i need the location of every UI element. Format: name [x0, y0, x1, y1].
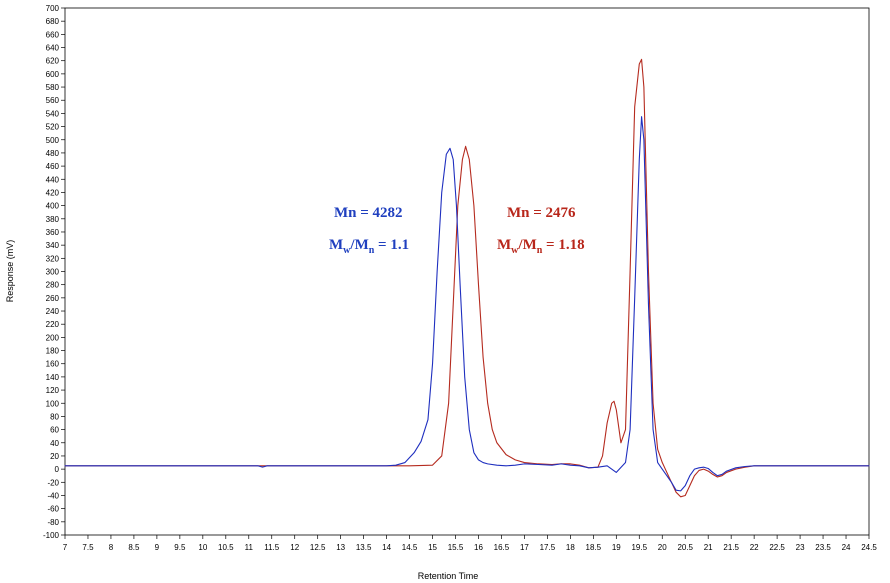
- annotation-mn-blue: Mn = 4282: [334, 205, 403, 221]
- series-line-blue: [64, 116, 870, 492]
- x-tick-label: 13: [336, 543, 345, 552]
- y-tick-label: 80: [50, 412, 59, 421]
- y-tick-label: 460: [46, 162, 60, 171]
- y-tick-label: 660: [46, 30, 60, 39]
- y-tick-label: 60: [50, 426, 59, 435]
- y-tick-label: 540: [46, 109, 60, 118]
- series-line-red: [64, 58, 870, 498]
- x-tick-label: 21: [704, 543, 713, 552]
- annotation-pdi-blue: Mw/Mn = 1.1: [329, 237, 409, 256]
- y-tick-label: 180: [46, 347, 60, 356]
- y-tick-label: -60: [47, 505, 59, 514]
- x-tick-label: 18: [566, 543, 575, 552]
- x-tick-label: 18.5: [586, 543, 602, 552]
- x-tick-label: 21.5: [723, 543, 739, 552]
- y-tick-label: 520: [46, 123, 60, 132]
- x-tick-label: 15: [428, 543, 437, 552]
- annotation-mn-red: Mn = 2476: [507, 205, 576, 221]
- x-tick-label: 8: [109, 543, 114, 552]
- x-tick-label: 11.5: [264, 543, 280, 552]
- y-tick-label: 160: [46, 360, 60, 369]
- plot-area-frame: [64, 7, 870, 536]
- y-tick-label: 400: [46, 202, 60, 211]
- y-tick-label: 380: [46, 215, 60, 224]
- y-tick-label: 140: [46, 373, 60, 382]
- y-tick-label: 120: [46, 386, 60, 395]
- y-tick-label: 360: [46, 228, 60, 237]
- y-tick-label: -20: [47, 478, 59, 487]
- y-tick-label: 240: [46, 307, 60, 316]
- x-tick-label: 7: [63, 543, 68, 552]
- x-tick-label: 20.5: [677, 543, 693, 552]
- x-tick-label: 12.5: [310, 543, 326, 552]
- x-tick-label: 15.5: [448, 543, 464, 552]
- x-axis-title: Retention Time: [418, 571, 479, 581]
- y-tick-label: 500: [46, 136, 60, 145]
- y-tick-label: 700: [46, 4, 60, 13]
- annotation-pdi-red: Mw/Mn = 1.18: [497, 237, 585, 256]
- x-tick-label: 14.5: [402, 543, 418, 552]
- y-tick-label: 620: [46, 57, 60, 66]
- y-tick-label: 200: [46, 333, 60, 342]
- y-tick-label: 480: [46, 149, 60, 158]
- x-tick-label: 24.5: [861, 543, 877, 552]
- x-tick-label: 9.5: [174, 543, 186, 552]
- y-tick-label: 280: [46, 281, 60, 290]
- x-tick-label: 10: [198, 543, 207, 552]
- x-tick-label: 16: [474, 543, 483, 552]
- y-tick-label: 420: [46, 188, 60, 197]
- x-tick-label: 16.5: [494, 543, 510, 552]
- x-tick-label: 17.5: [540, 543, 556, 552]
- y-tick-label: 220: [46, 320, 60, 329]
- y-tick-label: -40: [47, 491, 59, 500]
- x-tick-label: 8.5: [128, 543, 140, 552]
- x-tick-label: 7.5: [82, 543, 94, 552]
- x-tick-label: 17: [520, 543, 529, 552]
- x-tick-label: 11: [245, 543, 254, 552]
- x-tick-label: 24: [842, 543, 851, 552]
- y-tick-label: -100: [43, 531, 60, 540]
- y-tick-label: 580: [46, 83, 60, 92]
- x-tick-label: 20: [658, 543, 667, 552]
- series-layer: [64, 58, 870, 498]
- y-tick-label: 40: [50, 439, 59, 448]
- y-tick-label: 340: [46, 241, 60, 250]
- y-tick-label: 260: [46, 294, 60, 303]
- y-tick-label: 20: [50, 452, 59, 461]
- x-tick-label: 12: [290, 543, 299, 552]
- y-tick-label: 680: [46, 17, 60, 26]
- x-tick-label: 14: [382, 543, 391, 552]
- x-tick-label: 23: [796, 543, 805, 552]
- y-tick-label: 440: [46, 175, 60, 184]
- y-tick-label: 300: [46, 268, 60, 277]
- x-tick-label: 9: [155, 543, 160, 552]
- y-tick-label: -80: [47, 518, 59, 527]
- y-tick-label: 320: [46, 254, 60, 263]
- x-tick-label: 22.5: [769, 543, 785, 552]
- x-tick-label: 23.5: [815, 543, 831, 552]
- y-axis-ticks: -100 -80 -60 -40 -20 0 20 40 60 80 100 120 140 160 180…: [43, 4, 65, 540]
- y-tick-label: 100: [46, 399, 60, 408]
- x-axis-ticks: 7 7.5 8 8.5 9 9.5 10 10.5 11 11.5 12 12.5 13 13.5 14 14…: [63, 535, 877, 552]
- y-axis-title: Response (mV): [5, 240, 15, 303]
- y-tick-label: 640: [46, 44, 60, 53]
- y-tick-label: 560: [46, 96, 60, 105]
- x-tick-label: 22: [750, 543, 759, 552]
- y-tick-label: 600: [46, 70, 60, 79]
- x-tick-label: 13.5: [356, 543, 372, 552]
- y-tick-label: 0: [55, 465, 60, 474]
- x-tick-label: 19.5: [631, 543, 647, 552]
- x-tick-label: 19: [612, 543, 621, 552]
- x-tick-label: 10.5: [218, 543, 234, 552]
